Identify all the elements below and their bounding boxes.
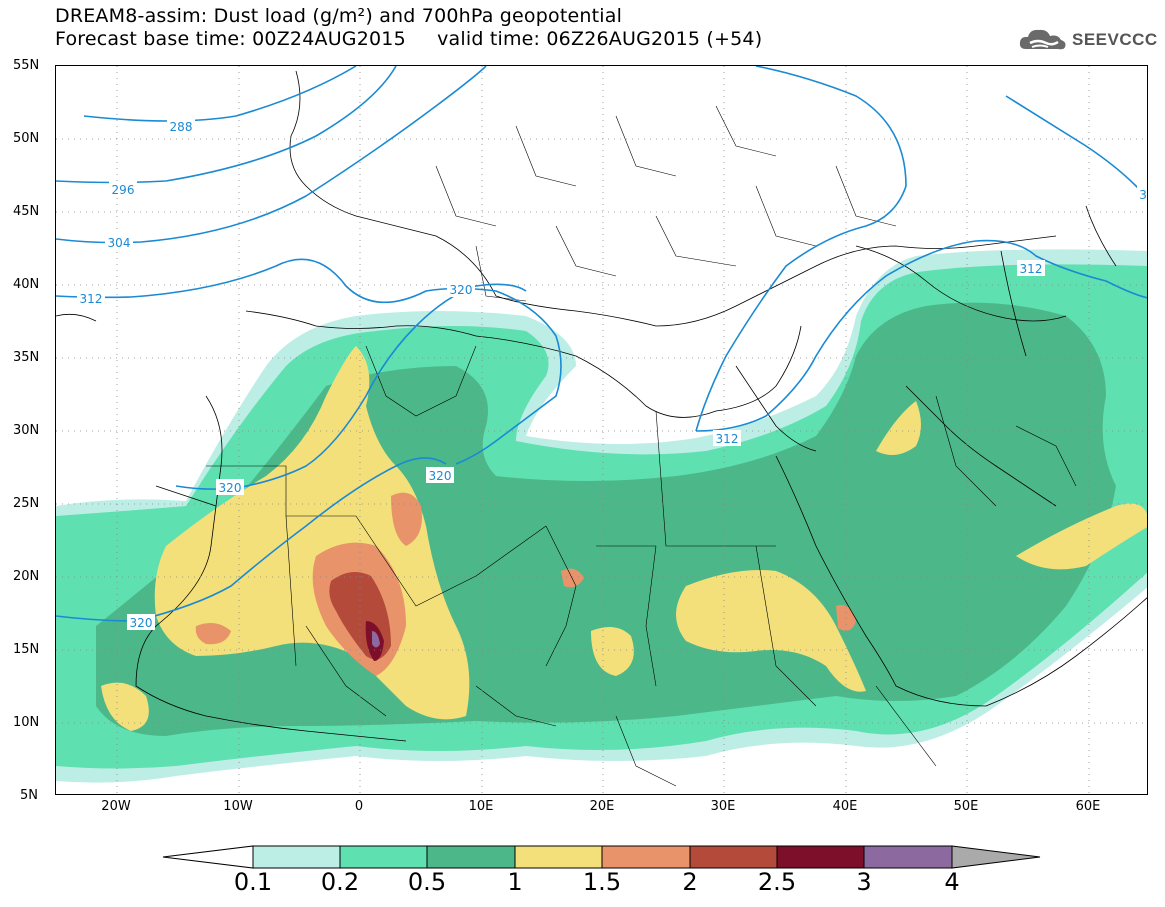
- map-title: DREAM8-assim: Dust load (g/m²) and 700hP…: [55, 5, 623, 27]
- lat-label: 5N: [20, 788, 38, 803]
- map-area: 288 296 304 312 320 320: [55, 65, 1148, 795]
- colorbar-label: 2.5: [757, 868, 797, 896]
- dust-band-1-chad: [591, 627, 634, 676]
- lon-label: 60E: [1075, 799, 1101, 814]
- lat-label: 40N: [13, 277, 40, 292]
- lat-label: 35N: [13, 350, 40, 365]
- lon-label: 0: [354, 799, 364, 814]
- colorbar-label: 1.5: [582, 868, 622, 896]
- colorbar-segment: [689, 845, 778, 869]
- colorbar-segment: [339, 845, 428, 869]
- colorbar-label: 0.1: [233, 868, 273, 896]
- dust-band-1.5-b: [391, 492, 422, 546]
- contour-label: 320: [429, 469, 452, 483]
- dust-band-3: [372, 631, 380, 648]
- colorbar-segment: [514, 845, 603, 869]
- colorbar-segment: [863, 845, 953, 869]
- lon-label: 50E: [953, 799, 979, 814]
- colorbar-segment: [776, 845, 865, 869]
- lon-label: 20E: [589, 799, 615, 814]
- lon-label: 30E: [710, 799, 736, 814]
- colorbar-label: 4: [944, 868, 960, 896]
- lat-label: 55N: [13, 58, 40, 73]
- lon-label: 20W: [101, 799, 131, 814]
- dust-band-1.5-e: [836, 605, 856, 631]
- colorbar-label: 2: [682, 868, 698, 896]
- dust-map: 288 296 304 312 320 320: [56, 66, 1147, 794]
- lat-label: 45N: [13, 204, 40, 219]
- dust-band-1-arabia: [1016, 503, 1147, 570]
- dust-band-1-iran: [876, 401, 921, 455]
- contour-label: 312: [716, 432, 739, 446]
- lat-label: 10N: [13, 715, 40, 730]
- dust-band-1-west: [101, 682, 149, 731]
- colorbar-label: 0.2: [320, 868, 360, 896]
- colorbar-segment: [252, 845, 341, 869]
- dust-band-1-east: [676, 570, 866, 692]
- colorbar-label: 1: [507, 868, 523, 896]
- colorbar-label: 3: [856, 868, 872, 896]
- dust-band-1.5-c: [195, 622, 231, 645]
- contour-label: 3: [1139, 188, 1147, 202]
- colorbar-high-arrow: [951, 845, 1041, 869]
- forecast-times: Forecast base time: 00Z24AUG2015 valid t…: [55, 28, 763, 50]
- lon-label: 10E: [468, 799, 494, 814]
- contour-label: 312: [1020, 262, 1043, 276]
- lat-label: 25N: [13, 496, 40, 511]
- colorbar-label: 0.5: [407, 868, 447, 896]
- contour-label: 312: [80, 292, 103, 306]
- contour-label: 296: [112, 183, 135, 197]
- lon-label: 40E: [832, 799, 858, 814]
- contour-label: 304: [108, 236, 131, 250]
- contour-label: 288: [170, 120, 193, 134]
- lat-label: 20N: [13, 569, 40, 584]
- colorbar-segment: [426, 845, 516, 869]
- colorbar-low-arrow: [162, 845, 254, 869]
- contour-labels: 288 296 304 312 320 320: [77, 118, 1147, 630]
- contour-label: 320: [130, 616, 153, 630]
- contour-label: 320: [219, 481, 242, 495]
- dust-band-1.5-d: [561, 568, 584, 588]
- dust-shading: [56, 249, 1147, 783]
- country-borders: [206, 105, 1077, 787]
- lat-label: 50N: [13, 131, 40, 146]
- lat-label: 15N: [13, 642, 40, 657]
- logo-text: SEEVCCC: [1072, 30, 1158, 49]
- lon-label: 10W: [223, 799, 253, 814]
- lat-label: 30N: [13, 423, 40, 438]
- contour-label: 320: [450, 283, 473, 297]
- seevccc-logo: SEEVCCC: [1018, 27, 1158, 53]
- cloud-icon: [1019, 29, 1066, 50]
- colorbar-segment: [601, 845, 691, 869]
- graticule: [56, 66, 1147, 794]
